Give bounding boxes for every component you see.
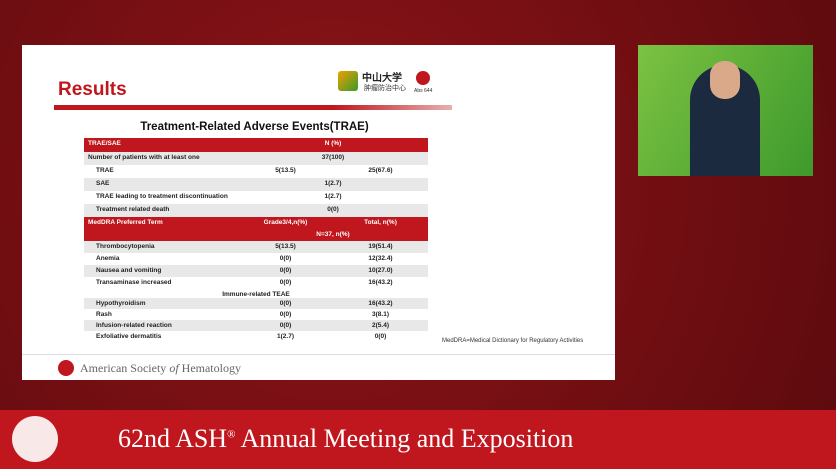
table-cell: Treatment related death [96,206,170,213]
table-cell: 16(43.2) [368,279,393,286]
table-cell: 1(2.7) [324,193,342,200]
table-cell: Transaminase increased [96,279,172,286]
table-cell: TRAE [96,167,114,174]
table-row: TRAE/SAE N (%) [84,138,428,153]
logo-text: 肿瘤防治中心 [364,85,406,92]
banner-mark: ® [227,428,236,441]
table-row: TRAE 5(13.5) 25(67.6) [84,165,428,179]
table-cell: Rash [96,311,112,318]
footer-rule [22,354,615,355]
table-row: TRAE leading to treatment discontinuatio… [84,191,428,205]
table-cell: TRAE/SAE [88,140,121,147]
logo-icon [338,71,358,91]
speaker-face [710,61,740,99]
footnote: MedDRA=Medical Dictionary for Regulatory… [442,338,584,344]
table-cell: 0(0) [279,322,292,329]
society-text: American Society [80,361,170,375]
table-cell: 0(0) [327,206,339,213]
table-cell: 5(13.5) [275,167,296,174]
table-cell: 2(5.4) [372,322,389,329]
table-cell: 0(0) [279,311,292,318]
table-cell: 37(100) [321,154,345,161]
abstract-number: Abs 644 [414,88,433,94]
table-cell: 3(8.1) [372,311,389,318]
table-cell: 0(0) [279,279,292,286]
society-text: of [169,361,179,375]
table-cell: MedDRA Preferred Term [88,219,163,226]
table-cell: 0(0) [279,267,292,274]
table-cell: 12(32.4) [368,255,393,262]
title-rule [54,105,452,110]
table-cell: 5(13.5) [275,243,296,250]
logo-text: 中山大学 [362,73,402,84]
webcam [638,45,813,176]
table-row: Number of patients with at least one 37(1… [84,152,428,166]
table-cell: Grade3/4,n(%) [263,219,308,226]
table-cell: Immune-related TEAE [222,291,290,298]
logo-circle [416,71,430,85]
table-row: Treatment related death 0(0) [84,204,428,218]
table-cell: 0(0) [279,300,292,307]
table-cell: 0(0) [374,333,387,340]
banner-text: 62nd ASH [118,424,228,453]
table-cell: Total, n(%) [364,219,397,226]
table-cell: Exfoliative dermatitis [96,333,162,340]
table-cell: Anemia [96,255,120,262]
table-cell: N (%) [324,140,342,147]
table-cell: TRAE leading to treatment discontinuatio… [96,193,228,200]
table-cell: 19(51.4) [368,243,393,250]
table-cell: Hypothyroidism [96,300,146,307]
table-cell: Thrombocytopenia [96,243,155,250]
banner-text: Annual Meeting and Exposition [235,424,574,453]
society-name: American Society of Hematology [80,361,241,376]
table-cell: 1(2.7) [324,180,342,187]
table-cell: Infusion-related reaction [96,322,172,329]
ash-logo [58,360,74,376]
banner-logo [12,416,58,462]
banner: 62nd ASH® Annual Meeting and Exposition [0,410,836,469]
table-cell: 0(0) [279,255,292,262]
table-cell: N=37, n(%) [316,231,350,238]
table-cell: 1(2.7) [277,333,294,340]
table-row: SAE 1(2.7) [84,178,428,192]
table-cell: 16(43.2) [368,300,393,307]
slide-title: Results [58,79,127,100]
table-cell: Number of patients with at least one [88,154,200,161]
table-cell: SAE [96,180,110,187]
table-row: Exfoliative dermatitis 1(2.7) 0(0) [84,331,428,343]
banner-title: 62nd ASH® Annual Meeting and Exposition [118,424,573,454]
table-cell: 10(27.0) [368,267,393,274]
society-text: Hematology [178,361,241,375]
table-cell: 25(67.6) [368,167,393,174]
table-cell: Nausea and vomiting [96,267,162,274]
table-title: Treatment-Related Adverse Events(TRAE) [140,121,369,133]
